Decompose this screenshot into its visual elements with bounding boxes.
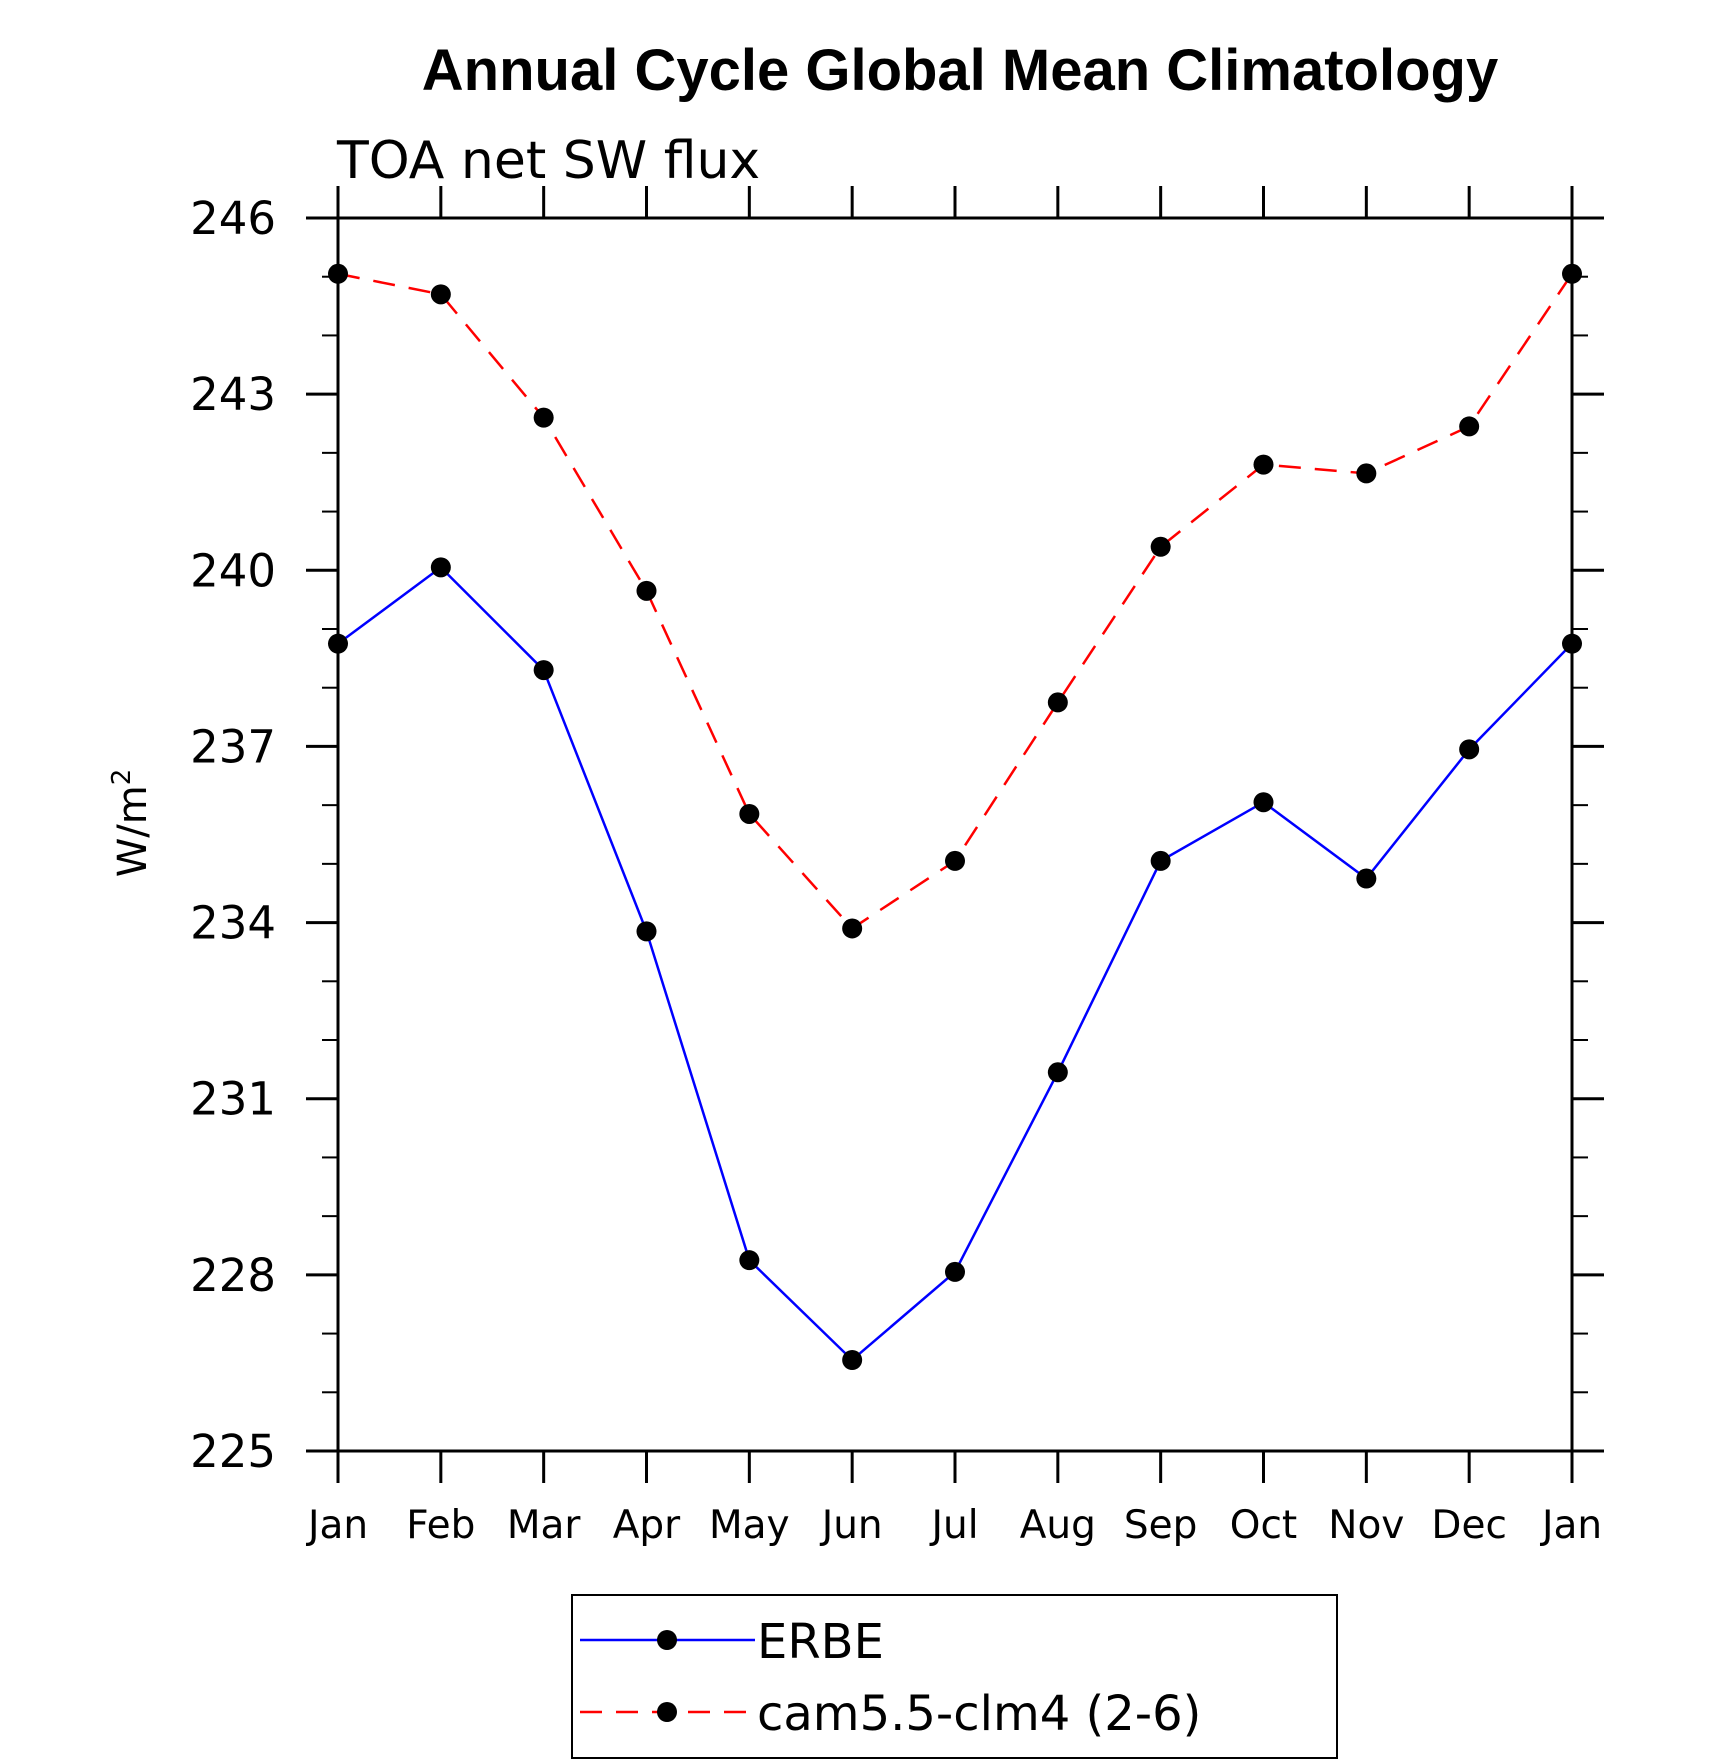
- y-tick-label: 231: [190, 1073, 276, 1126]
- data-point-erbe: [1150, 850, 1171, 871]
- y-tick-label: 225: [190, 1425, 276, 1478]
- data-point-cam5-5-clm4-2-6: [430, 284, 451, 305]
- data-point-erbe: [636, 921, 657, 942]
- data-point-cam5-5-clm4-2-6: [1150, 536, 1171, 557]
- series-line-cam5-5-clm4-2-6: [337, 272, 1574, 931]
- data-point-erbe: [328, 633, 348, 654]
- legend-marker-cam: [657, 1702, 677, 1722]
- x-tick-label: Dec: [1431, 1503, 1506, 1548]
- x-tick-label: Jan: [1539, 1503, 1602, 1548]
- legend-label-cam: cam5.5-clm4 (2-6): [757, 1686, 1201, 1742]
- y-axis-label-base: W/m: [110, 785, 156, 877]
- series-line-erbe: [337, 565, 1573, 1362]
- y-tick-label: 234: [190, 897, 276, 950]
- data-point-cam5-5-clm4-2-6: [1562, 263, 1582, 284]
- data-point-erbe: [945, 1261, 965, 1282]
- y-tick-label: 243: [190, 368, 276, 421]
- data-point-erbe: [430, 557, 451, 578]
- y-tick-label: 237: [190, 720, 276, 773]
- data-point-erbe: [842, 1349, 863, 1370]
- data-point-cam5-5-clm4-2-6: [1459, 416, 1480, 437]
- data-point-erbe: [533, 660, 554, 681]
- data-point-cam5-5-clm4-2-6: [328, 263, 348, 284]
- legend: ERBE cam5.5-clm4 (2-6): [571, 1594, 1338, 1759]
- y-axis-label: W/m2: [107, 769, 156, 878]
- x-tick-label: May: [709, 1503, 790, 1548]
- data-point-erbe: [1047, 1062, 1068, 1083]
- series-layer: [328, 263, 1582, 1370]
- data-point-cam5-5-clm4-2-6: [1047, 692, 1068, 713]
- x-tick-label: Oct: [1230, 1503, 1297, 1548]
- data-point-erbe: [1253, 792, 1274, 813]
- x-tick-label: Apr: [613, 1503, 681, 1548]
- x-tick-label: Sep: [1124, 1503, 1198, 1548]
- x-tick-label: Jun: [819, 1503, 883, 1548]
- legend-label-erbe: ERBE: [757, 1614, 884, 1670]
- legend-box: [571, 1594, 1338, 1759]
- legend-marker-erbe: [657, 1630, 677, 1650]
- y-tick-label: 246: [190, 192, 276, 245]
- x-tick-label: Jan: [305, 1503, 368, 1548]
- y-tick-label: 228: [190, 1249, 276, 1302]
- data-point-erbe: [1562, 633, 1582, 654]
- x-tick-label: Jul: [928, 1503, 978, 1548]
- data-point-cam5-5-clm4-2-6: [636, 580, 657, 601]
- data-point-erbe: [1459, 739, 1480, 760]
- x-tick-labels: Jan Feb Mar Apr May Jun Jul Aug Sep Oct Nov Dec Jan: [305, 1503, 1602, 1548]
- x-tick-label: Mar: [507, 1503, 582, 1548]
- y-tick-labels: 225 228 231 234 237 240 243 246: [190, 192, 276, 1478]
- data-point-cam5-5-clm4-2-6: [1253, 454, 1274, 475]
- x-tick-label: Aug: [1020, 1503, 1096, 1548]
- data-point-cam5-5-clm4-2-6: [1356, 463, 1377, 484]
- chart-title: Annual Cycle Global Mean Climatology: [422, 38, 1498, 103]
- data-point-cam5-5-clm4-2-6: [945, 850, 965, 871]
- data-point-erbe: [739, 1250, 760, 1271]
- axis-ticks: [306, 186, 1604, 1483]
- data-point-cam5-5-clm4-2-6: [842, 918, 863, 939]
- y-tick-label: 240: [190, 544, 276, 597]
- chart-subtitle: TOA net SW flux: [336, 131, 760, 191]
- data-point-cam5-5-clm4-2-6: [739, 803, 760, 824]
- data-point-erbe: [1356, 868, 1377, 889]
- x-tick-label: Feb: [406, 1503, 475, 1548]
- x-tick-label: Nov: [1328, 1503, 1404, 1548]
- data-point-cam5-5-clm4-2-6: [533, 407, 554, 428]
- svg-text:W/m2: W/m2: [107, 769, 156, 878]
- y-axis-label-exponent: 2: [107, 769, 137, 786]
